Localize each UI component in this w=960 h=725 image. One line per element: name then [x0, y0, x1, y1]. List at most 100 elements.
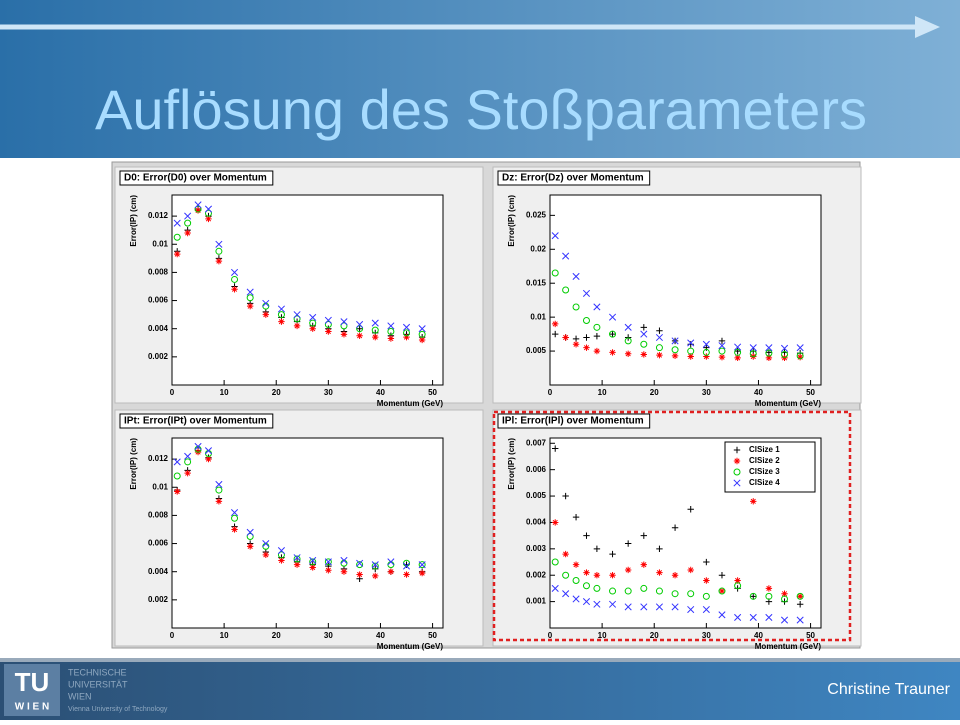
marker: [687, 605, 695, 614]
marker: [340, 322, 348, 330]
marker: [655, 333, 663, 342]
y-tick-label: 0.002: [148, 352, 169, 361]
y-tick-label: 0.008: [148, 268, 169, 277]
marker: [418, 569, 426, 577]
x-tick-label: 50: [806, 388, 815, 397]
marker: [733, 468, 741, 476]
marker: [184, 452, 192, 460]
marker: [174, 488, 181, 495]
marker: [671, 337, 679, 345]
marker: [262, 551, 270, 559]
marker: [671, 603, 679, 611]
marker: [562, 571, 570, 579]
y-tick-label: 0.002: [526, 570, 547, 579]
marker: [293, 322, 301, 330]
marker: [765, 354, 773, 362]
marker: [687, 339, 695, 347]
marker: [356, 559, 364, 567]
marker: [781, 595, 789, 603]
marker: [624, 337, 632, 345]
y-tick-label: 0.005: [526, 491, 547, 500]
title-box: [119, 413, 274, 429]
marker: [702, 605, 710, 614]
x-tick-label: 10: [220, 631, 229, 640]
marker: [671, 590, 679, 598]
marker: [749, 344, 757, 352]
plot-area: [171, 194, 444, 386]
marker: [215, 480, 223, 488]
y-tick-label: 0.015: [526, 278, 547, 287]
x-tick-label: 40: [376, 388, 385, 397]
x-tick-label: 20: [272, 388, 281, 397]
marker: [609, 349, 616, 356]
marker: [562, 286, 570, 294]
marker: [780, 344, 789, 352]
x-tick-label: 30: [702, 631, 711, 640]
x-tick-label: 40: [754, 631, 763, 640]
marker: [583, 569, 590, 576]
marker: [608, 313, 617, 321]
marker: [551, 584, 559, 592]
marker: [593, 347, 601, 355]
marker: [656, 327, 663, 334]
marker: [173, 233, 181, 241]
marker: [703, 577, 710, 584]
marker: [582, 289, 591, 297]
marker: [609, 587, 617, 595]
marker: [572, 513, 580, 521]
marker: [340, 556, 348, 564]
marker: [718, 587, 726, 595]
marker: [551, 558, 559, 566]
marker: [418, 325, 426, 333]
marker: [387, 558, 395, 566]
marker: [387, 568, 395, 575]
marker: [640, 340, 648, 348]
marker: [687, 566, 694, 574]
footer-line: [0, 658, 960, 662]
marker: [551, 269, 559, 277]
x-tick-label: 40: [754, 388, 763, 397]
marker: [796, 593, 804, 600]
y-tick-label: 0.012: [148, 454, 169, 463]
logo-line: WIEN: [68, 691, 92, 701]
marker: [687, 353, 694, 360]
marker: [640, 324, 648, 331]
x-tick-label: 10: [598, 388, 607, 397]
marker: [593, 584, 601, 592]
marker: [246, 528, 254, 536]
legend-label: ClSize 2: [749, 456, 780, 465]
marker: [703, 353, 710, 360]
chart-title: IPt: Error(IPt) over Momentum: [124, 416, 267, 427]
marker: [262, 311, 270, 318]
marker: [204, 205, 213, 213]
marker: [184, 212, 192, 220]
marker: [184, 469, 191, 477]
logo-mark: TU: [15, 667, 50, 697]
x-tick-label: 50: [428, 388, 437, 397]
y-tick-label: 0.008: [148, 511, 169, 520]
marker: [796, 352, 804, 360]
marker: [293, 561, 301, 568]
highlight-frame: [492, 410, 852, 642]
marker: [734, 354, 741, 362]
marker: [418, 330, 426, 338]
marker: [174, 250, 181, 258]
marker: [765, 585, 773, 592]
marker: [325, 567, 332, 574]
marker: [624, 323, 632, 331]
x-axis-label: Momentum (GeV): [755, 642, 822, 651]
marker: [733, 479, 741, 487]
marker: [718, 611, 726, 619]
marker: [340, 568, 348, 575]
chart-title: Dz: Error(Dz) over Momentum: [502, 173, 644, 184]
marker: [624, 587, 632, 595]
marker: [718, 572, 726, 579]
y-tick-label: 0.025: [526, 210, 547, 219]
marker: [356, 561, 364, 569]
x-tick-label: 0: [170, 631, 175, 640]
marker: [718, 353, 726, 361]
marker: [733, 457, 741, 465]
marker: [609, 550, 616, 558]
marker: [796, 344, 804, 352]
